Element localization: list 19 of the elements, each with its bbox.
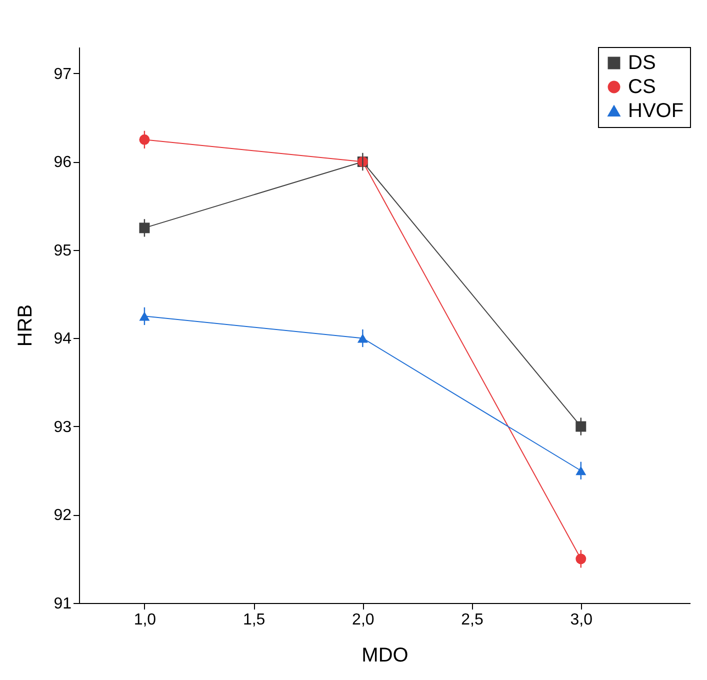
y-tick-label: 91 bbox=[54, 596, 72, 612]
y-tick-label: 96 bbox=[54, 154, 72, 172]
x-tick-label: 2,0 bbox=[352, 612, 374, 628]
x-tick-label: 1,5 bbox=[242, 612, 266, 628]
legend-label: CS bbox=[628, 76, 656, 98]
x-tick-label: 1,0 bbox=[134, 612, 156, 628]
legend-label: DS bbox=[628, 52, 656, 74]
y-tick-label: 94 bbox=[54, 330, 72, 348]
y-axis-title: HRB bbox=[14, 304, 37, 347]
y-tick-label: 93 bbox=[54, 418, 72, 436]
point bbox=[576, 421, 586, 432]
y-tick-label: 92 bbox=[54, 507, 72, 524]
x-axis-title: MDO bbox=[362, 644, 408, 666]
y-tick-label: 95 bbox=[54, 242, 72, 260]
x-tick-label: 3,0 bbox=[570, 612, 593, 628]
x-tick-label: 2,5 bbox=[461, 612, 484, 628]
point bbox=[139, 222, 150, 234]
legend-label: HVOF bbox=[628, 100, 684, 122]
y-tick-label: 97 bbox=[54, 66, 72, 83]
